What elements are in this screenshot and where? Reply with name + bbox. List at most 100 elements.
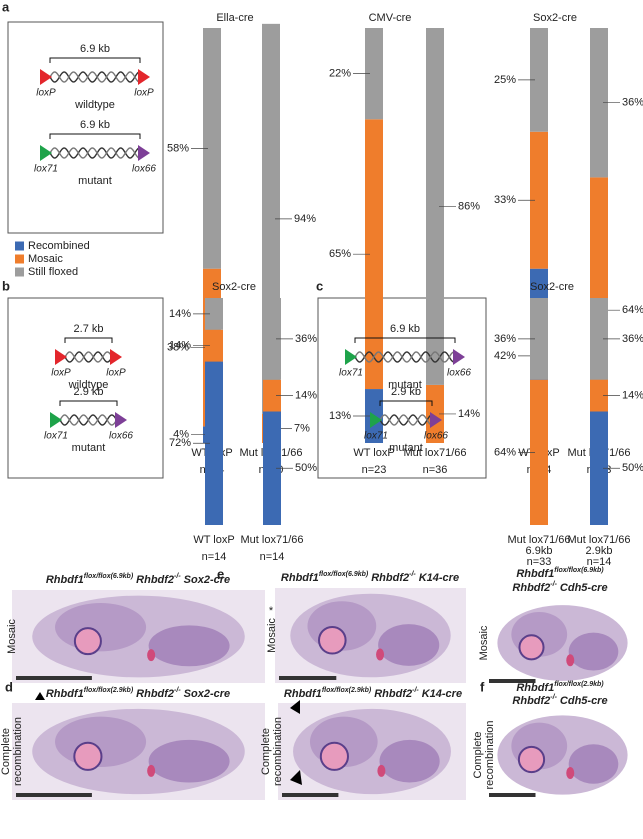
- site-left: [55, 349, 67, 365]
- x-tick-label: Mut lox71/66: [568, 534, 631, 546]
- legend-swatch: [15, 254, 24, 264]
- side-label: recombination: [484, 720, 496, 789]
- length-label: 2.9 kb: [391, 386, 421, 398]
- bar-segment: [203, 28, 221, 269]
- title-part: Rhbdf2: [374, 688, 412, 700]
- site-left: [370, 412, 382, 428]
- value-label: 50%: [295, 462, 317, 474]
- dna-helix: [64, 351, 113, 363]
- bar-segment: [205, 298, 223, 330]
- x-tick-label: WT loxP: [353, 447, 394, 459]
- value-label: 64%: [494, 446, 516, 458]
- site-label: loxP: [134, 88, 154, 99]
- bar-segment: [205, 361, 223, 525]
- panel-letter: e: [217, 566, 224, 581]
- vessel: [566, 767, 575, 779]
- site-label: lox71: [364, 431, 388, 442]
- title-part: -/-: [550, 581, 557, 588]
- x-sublabel: 2.9kb: [586, 545, 613, 557]
- title-part: -/-: [174, 573, 181, 580]
- panel-letter: a: [2, 0, 10, 14]
- value-label: 25%: [494, 74, 516, 86]
- value-label: 4%: [173, 429, 189, 441]
- histology-title: Rhbdf1flox/flox(2.9kb): [516, 681, 604, 694]
- x-tick-label: WT loxP: [193, 534, 234, 546]
- site-label: lox66: [447, 368, 471, 379]
- legend-label: Recombined: [28, 240, 90, 252]
- eye: [518, 634, 545, 661]
- diagram-box: [317, 297, 487, 479]
- bar-segment: [365, 119, 383, 390]
- tissue: [378, 624, 440, 666]
- panel-letter: f: [480, 679, 485, 694]
- tissue: [568, 632, 619, 671]
- title-part: flox/flox(2.9kb): [322, 687, 372, 694]
- tissue: [379, 739, 440, 783]
- chart-title: Sox2-cre: [212, 281, 256, 293]
- length-label: 2.7 kb: [74, 323, 104, 335]
- title-part: flox/flox(6.9kb): [84, 573, 134, 580]
- scale-bar: [16, 793, 92, 797]
- side-label: Complete: [260, 728, 272, 775]
- construct-caption: mutant: [389, 442, 423, 454]
- scale-bar: [279, 676, 337, 680]
- histology-title: Rhbdf1flox/flox(6.9kb): [516, 567, 604, 580]
- site-right: [138, 69, 150, 85]
- title-part: -/-: [412, 687, 419, 694]
- vessel: [566, 654, 575, 667]
- dna-helix: [49, 71, 140, 83]
- site-label: lox66: [109, 431, 133, 442]
- value-label: 64%: [622, 304, 643, 316]
- title-part: Sox2-cre: [184, 574, 230, 586]
- scale-bar: [282, 793, 339, 797]
- title-part: Rhbdf1: [516, 568, 554, 580]
- length-label: 2.9 kb: [74, 386, 104, 398]
- scale-bar: [16, 676, 92, 680]
- title-part: K14-cre: [422, 688, 462, 700]
- side-label: Mosaic: [6, 619, 18, 654]
- construct-caption: mutant: [72, 442, 106, 454]
- tissue: [148, 625, 230, 667]
- x-tick-label: Mut lox71/66: [508, 534, 571, 546]
- histology-title: Rhbdf1flox/flox(6.9kb) Rhbdf2-/- K14-cre: [281, 571, 459, 584]
- bracket: [64, 337, 113, 343]
- eye: [73, 741, 103, 771]
- site-label: lox71: [44, 431, 68, 442]
- bar-segment: [263, 411, 281, 525]
- title-part: K14-cre: [419, 572, 459, 584]
- legend-label: Still floxed: [28, 266, 78, 278]
- panel-letter: b: [2, 278, 10, 293]
- value-label: 86%: [458, 200, 480, 212]
- panel-letter: c: [316, 278, 323, 293]
- histology-title: Rhbdf1flox/flox(6.9kb) Rhbdf2-/- Sox2-cre: [46, 573, 230, 586]
- site-label: loxP: [51, 368, 71, 379]
- value-label: 13%: [329, 410, 351, 422]
- site-left: [345, 349, 357, 365]
- value-label: 65%: [329, 248, 351, 260]
- title-part: -/-: [174, 687, 181, 694]
- site-left: [40, 145, 52, 161]
- value-label: 14%: [169, 340, 191, 352]
- x-sublabel: 6.9kb: [526, 545, 553, 557]
- dna-helix: [379, 414, 433, 426]
- tissue: [148, 739, 230, 783]
- vessel: [147, 649, 156, 662]
- dna-helix: [49, 147, 140, 159]
- site-label: loxP: [106, 368, 126, 379]
- eye: [318, 625, 347, 655]
- value-label: 58%: [167, 142, 189, 154]
- tissue: [568, 744, 619, 784]
- title-part: Rhbdf2: [371, 572, 409, 584]
- title-part: flox/flox(6.9kb): [319, 571, 369, 578]
- arrowhead: [290, 700, 300, 714]
- dna-helix: [49, 147, 140, 159]
- title-part: flox/flox(2.9kb): [554, 681, 604, 688]
- title-part: Rhbdf1: [46, 574, 84, 586]
- site-label: lox71: [34, 164, 58, 175]
- construct-caption: mutant: [388, 379, 422, 391]
- bar-segment: [365, 28, 383, 120]
- n-label: n=14: [260, 551, 285, 563]
- dna-helix: [354, 351, 456, 363]
- title-part: Cdh5-cre: [560, 582, 608, 594]
- chart-title: Sox2-cre: [533, 12, 577, 24]
